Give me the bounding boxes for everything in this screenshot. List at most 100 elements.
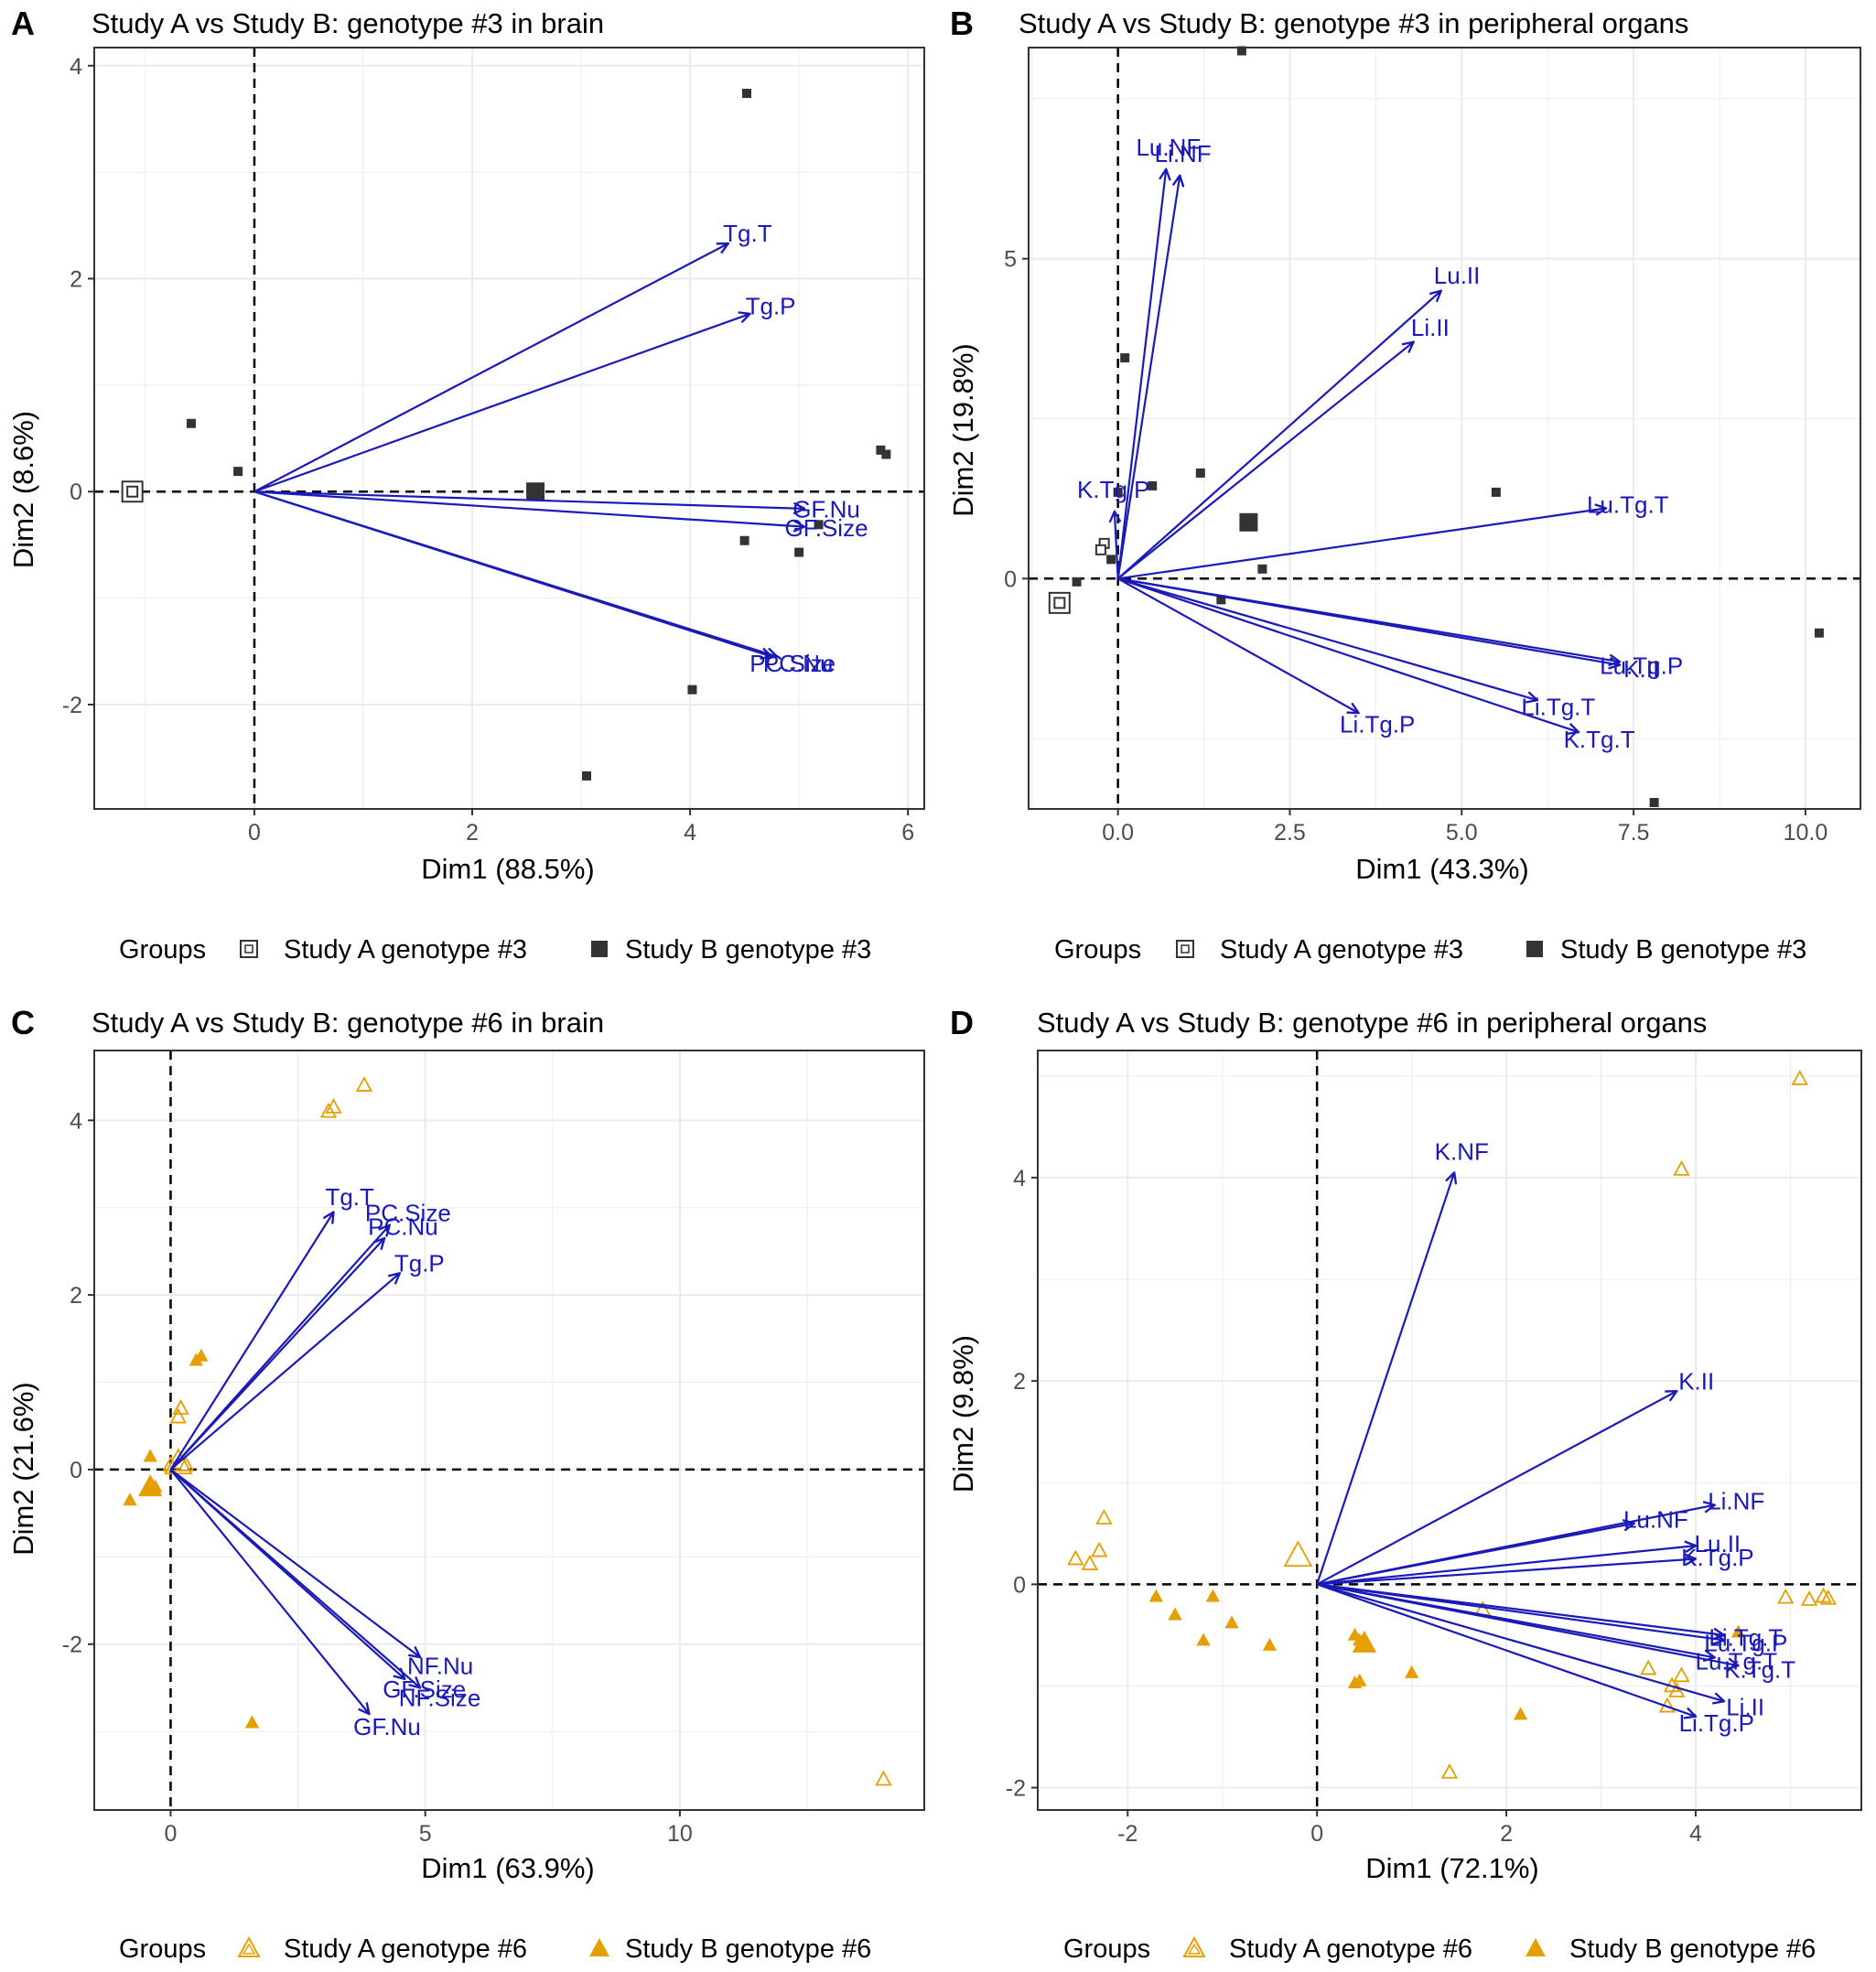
- study-a-point: [1791, 1070, 1808, 1085]
- panel-c-y-axis-title: Dim2 (21.6%): [7, 1382, 39, 1556]
- vector-arrow-tg-t: [169, 1212, 333, 1471]
- x-tick-label: 10: [667, 1821, 693, 1847]
- study-b-point: [1205, 1589, 1221, 1602]
- vector-arrow-li-tg-p: [1316, 1583, 1696, 1716]
- vector-arrow-nf-nu: [169, 1469, 420, 1657]
- study-a-point: [1815, 1587, 1832, 1603]
- panel-letter-c: C: [11, 1004, 35, 1041]
- legend-entry-study-b: Study B genotype #6: [625, 1934, 871, 1964]
- x-tick-label: 0: [248, 820, 261, 846]
- study-a-point: [355, 1076, 373, 1092]
- study-b-point: [1513, 1707, 1528, 1720]
- legend-open-square-icon: [1176, 940, 1194, 958]
- vector-label-lu-ii: Lu.II: [1434, 262, 1481, 289]
- y-tick-label: 2: [1013, 1369, 1026, 1395]
- legend-open-square-inner: [1181, 944, 1190, 954]
- vector-arrow-gf-size: [253, 490, 804, 526]
- vector-arrow-lu-nf: [1316, 1524, 1634, 1586]
- study-b-point: [1148, 480, 1158, 490]
- y-tick-label: -2: [1006, 1776, 1026, 1802]
- study-b-point: [1491, 487, 1501, 497]
- vector-arrow-lu-tg-t: [1117, 508, 1606, 580]
- vector-label-li-ii: Li.II: [1411, 314, 1450, 341]
- vector-arrow-li-tg-t: [1317, 1583, 1724, 1635]
- plot-border: [93, 47, 925, 810]
- study-a-point: [319, 1102, 338, 1118]
- legend-filled-triangle-icon: [589, 1938, 609, 1956]
- panel-d-y-axis-title: Dim2 (9.8%): [947, 1335, 979, 1492]
- study-b-point: [143, 1449, 157, 1462]
- vector-arrow-k-tg-p: [1115, 512, 1118, 579]
- study-a-centroid-inner: [1053, 597, 1066, 609]
- panel-a: A Study A vs Study B: genotype #3 in bra…: [7, 5, 925, 964]
- vector-label-k-tg-p: K.Tg.P: [1681, 1544, 1753, 1571]
- vector-label-lu-nf: Lu.NF: [1623, 1505, 1688, 1533]
- legend-entry-study-a: Study A genotype #6: [284, 1934, 527, 1964]
- x-tick-label: 5.0: [1446, 820, 1478, 846]
- panel-b-plot: Lu.NFLi.NFLu.IILi.IILu.Tg.TK.Tg.PLu.Tg.P…: [1004, 46, 1861, 846]
- study-b-point: [687, 684, 697, 695]
- study-b-point: [123, 1492, 137, 1506]
- vector-arrow-tg-p: [169, 1273, 399, 1471]
- y-tick-label: 4: [70, 54, 82, 80]
- y-tick-label: 0: [70, 1458, 82, 1483]
- study-b-centroid: [1239, 512, 1258, 532]
- panel-d-x-axis-title: Dim1 (72.1%): [1365, 1852, 1539, 1884]
- vector-label-nf-nu: NF.Nu: [407, 1653, 473, 1680]
- study-a-centroid: [1283, 1540, 1313, 1568]
- legend-open-triangle-icon: [1182, 1935, 1206, 1957]
- study-a-point: [1673, 1666, 1690, 1683]
- vector-arrow-k-tg-p: [1317, 1559, 1696, 1586]
- x-tick-label: 7.5: [1618, 820, 1650, 846]
- vector-arrow-pc-size: [253, 490, 771, 656]
- study-a-point: [1067, 1549, 1084, 1566]
- vector-label-tg-t: Tg.T: [723, 220, 772, 247]
- x-tick-label: 0: [1310, 1821, 1323, 1847]
- study-a-point: [1440, 1762, 1459, 1779]
- vector-label-li-nf: Li.NF: [1708, 1487, 1764, 1514]
- panel-b-title: Study A vs Study B: genotype #3 in perip…: [1019, 7, 1688, 39]
- study-a-point: [875, 1770, 892, 1786]
- study-b-point: [1106, 555, 1116, 565]
- x-tick-label: 2.5: [1274, 820, 1306, 846]
- study-a-point: [1081, 1555, 1099, 1570]
- vector-label-k-tg-t: K.Tg.T: [1564, 726, 1635, 753]
- study-a-point: [1094, 544, 1106, 555]
- legend-open-square-icon: [240, 940, 258, 958]
- study-a-point: [1777, 1588, 1795, 1604]
- study-b-point: [1196, 1633, 1211, 1646]
- panel-b-x-axis-title: Dim1 (43.3%): [1355, 853, 1529, 885]
- vector-arrow-tg-p: [253, 314, 750, 493]
- x-tick-label: 2: [1500, 1821, 1513, 1847]
- study-b-point: [741, 89, 751, 99]
- plot-border: [1028, 47, 1861, 810]
- panel-a-x-axis-title: Dim1 (88.5%): [421, 853, 595, 885]
- y-tick-label: 0: [70, 480, 82, 505]
- study-b-point: [1730, 1624, 1746, 1638]
- y-tick-label: 0: [1013, 1572, 1026, 1598]
- x-tick-label: 6: [901, 820, 914, 846]
- vector-arrow-k-tg-t: [1117, 577, 1579, 732]
- panel-d: D Study A vs Study B: genotype #6 in per…: [947, 1004, 1862, 1964]
- vector-label-tg-p: Tg.P: [394, 1250, 445, 1277]
- x-tick-label: 4: [684, 820, 696, 846]
- vector-label-lu-nf: Lu.NF: [1136, 134, 1201, 161]
- study-b-point: [876, 445, 886, 455]
- vector-arrow-li-tg-p: [1117, 577, 1359, 713]
- x-tick-label: 10.0: [1784, 820, 1828, 846]
- study-b-point: [881, 449, 891, 459]
- vector-label-gf-nu: GF.Nu: [353, 1713, 421, 1740]
- vector-arrow-li-ii: [1116, 342, 1414, 580]
- legend-open-triangle-inner: [1187, 1943, 1202, 1955]
- y-tick-label: 4: [70, 1108, 82, 1134]
- study-b-point: [582, 770, 592, 781]
- study-a-point: [1091, 1541, 1108, 1557]
- study-b-point: [1120, 353, 1130, 363]
- vector-label-li-tg-t: Li.Tg.T: [1521, 693, 1595, 720]
- plot-background: [94, 48, 924, 809]
- vector-label-tg-t: Tg.T: [325, 1183, 374, 1211]
- legend-title: Groups: [1063, 1934, 1150, 1964]
- vector-label-gf-size: GF.Size: [785, 514, 868, 542]
